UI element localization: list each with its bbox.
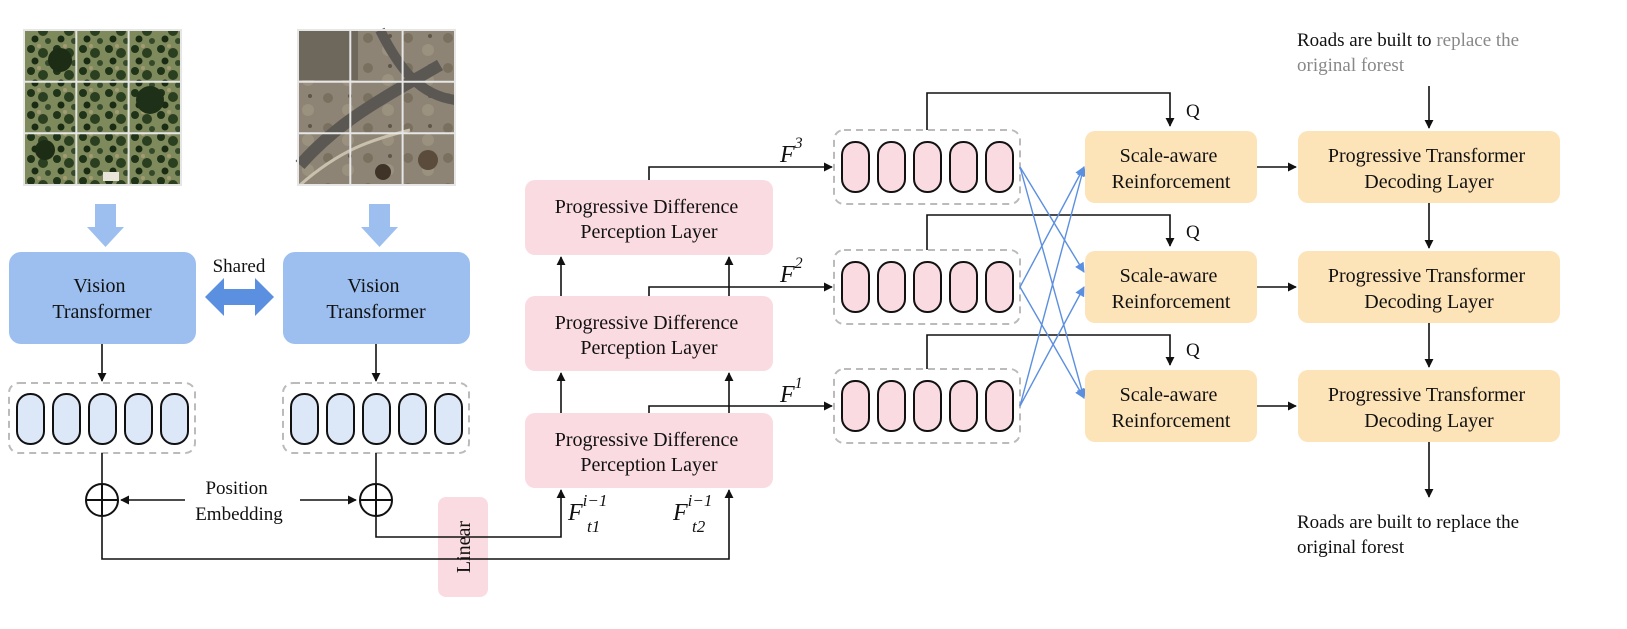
image-t2-grid [297, 29, 456, 186]
svg-text:Progressive Difference P: Progressive Difference Perception Layer [555, 196, 743, 243]
pdp-layer-2: Progressive Difference Perception Layer [525, 296, 773, 371]
shared-label: Shared [213, 256, 266, 277]
caption-output: Roads are built to replace the original … [1297, 512, 1524, 558]
decoder-block-3: Progressive Transformer Decoding Layer [1298, 131, 1560, 203]
pdp-layer-1: Progressive Difference Perception Layer [525, 413, 773, 488]
tokens-f3 [833, 129, 1021, 205]
tokens-left [8, 382, 196, 454]
q-label-3: Q [1186, 101, 1200, 122]
svg-text:Progressive Transformer: Progressive Transformer Decoding Layer [1328, 265, 1530, 313]
ft2-label: Fi−1 t2 [672, 491, 712, 536]
svg-text:Progressive Difference P: Progressive Difference Perception Layer [555, 429, 743, 476]
add-icon-right [359, 483, 393, 517]
arrow-f1 [648, 401, 833, 413]
query-arrow-3 [926, 92, 1175, 130]
tokens-f1 [833, 368, 1021, 444]
q-label-1: Q [1186, 340, 1200, 361]
add-icon-left [85, 483, 119, 517]
line-t2-to-pdp [375, 489, 566, 538]
arrow-f2 [648, 282, 833, 296]
position-embedding-label: Position Embedding [195, 478, 283, 525]
svg-text:Scale-aware Reinforcemen: Scale-aware Reinforcement [1112, 145, 1231, 193]
tokens-f2 [833, 249, 1021, 325]
vit-right-line2: Transformer [326, 301, 426, 323]
block-arrow-t2 [361, 204, 398, 247]
image-t2 [295, 27, 456, 187]
linear-label: Linear [453, 521, 475, 574]
vit-left-line1: Vision [73, 275, 125, 297]
svg-text:Progressive Transformer: Progressive Transformer Decoding Layer [1328, 384, 1530, 432]
image-t1-grid [23, 29, 182, 186]
f3-label: F3 [779, 135, 803, 168]
ft1-label: Fi−1 t1 [567, 491, 607, 536]
svg-text:Scale-aware Reinforcemen: Scale-aware Reinforcement [1112, 384, 1231, 432]
svg-text:Scale-aware Reinforcemen: Scale-aware Reinforcement [1112, 265, 1231, 313]
sar-block-1: Scale-aware Reinforcement [1085, 370, 1257, 442]
arrow-f3 [648, 162, 833, 180]
svg-text:Progressive Difference P: Progressive Difference Perception Layer [555, 312, 743, 359]
line-t1-to-pdp [101, 489, 734, 560]
vit-left-line2: Transformer [52, 301, 152, 323]
svg-text:Vision Transformer: Vision Transformer [326, 275, 426, 323]
vit-right-line1: Vision [347, 275, 399, 297]
shared-double-arrow [205, 278, 274, 316]
vit-right: Vision Transformer [283, 252, 470, 344]
decoder-block-2: Progressive Transformer Decoding Layer [1298, 251, 1560, 323]
tokens-right [282, 382, 470, 454]
vit-left: Vision Transformer [9, 252, 196, 344]
cross-scale-arrows [1019, 166, 1087, 407]
linear-block: Linear [438, 497, 488, 597]
query-arrow-1 [926, 334, 1175, 369]
f1-label: F1 [779, 375, 803, 408]
pdp-layer-3: Progressive Difference Perception Layer [525, 180, 773, 255]
image-t1 [23, 29, 182, 186]
sar-block-2: Scale-aware Reinforcement [1085, 251, 1257, 323]
svg-text:Vision Transformer: Vision Transformer [52, 275, 152, 323]
decoder-block-1: Progressive Transformer Decoding Layer [1298, 370, 1560, 442]
svg-text:Progressive Transformer: Progressive Transformer Decoding Layer [1328, 145, 1530, 193]
q-label-2: Q [1186, 222, 1200, 243]
f2-label: F2 [779, 255, 803, 288]
block-arrow-t1 [87, 204, 124, 247]
sar-block-3: Scale-aware Reinforcement [1085, 131, 1257, 203]
caption-input: Roads are built to replace the original … [1297, 30, 1524, 76]
